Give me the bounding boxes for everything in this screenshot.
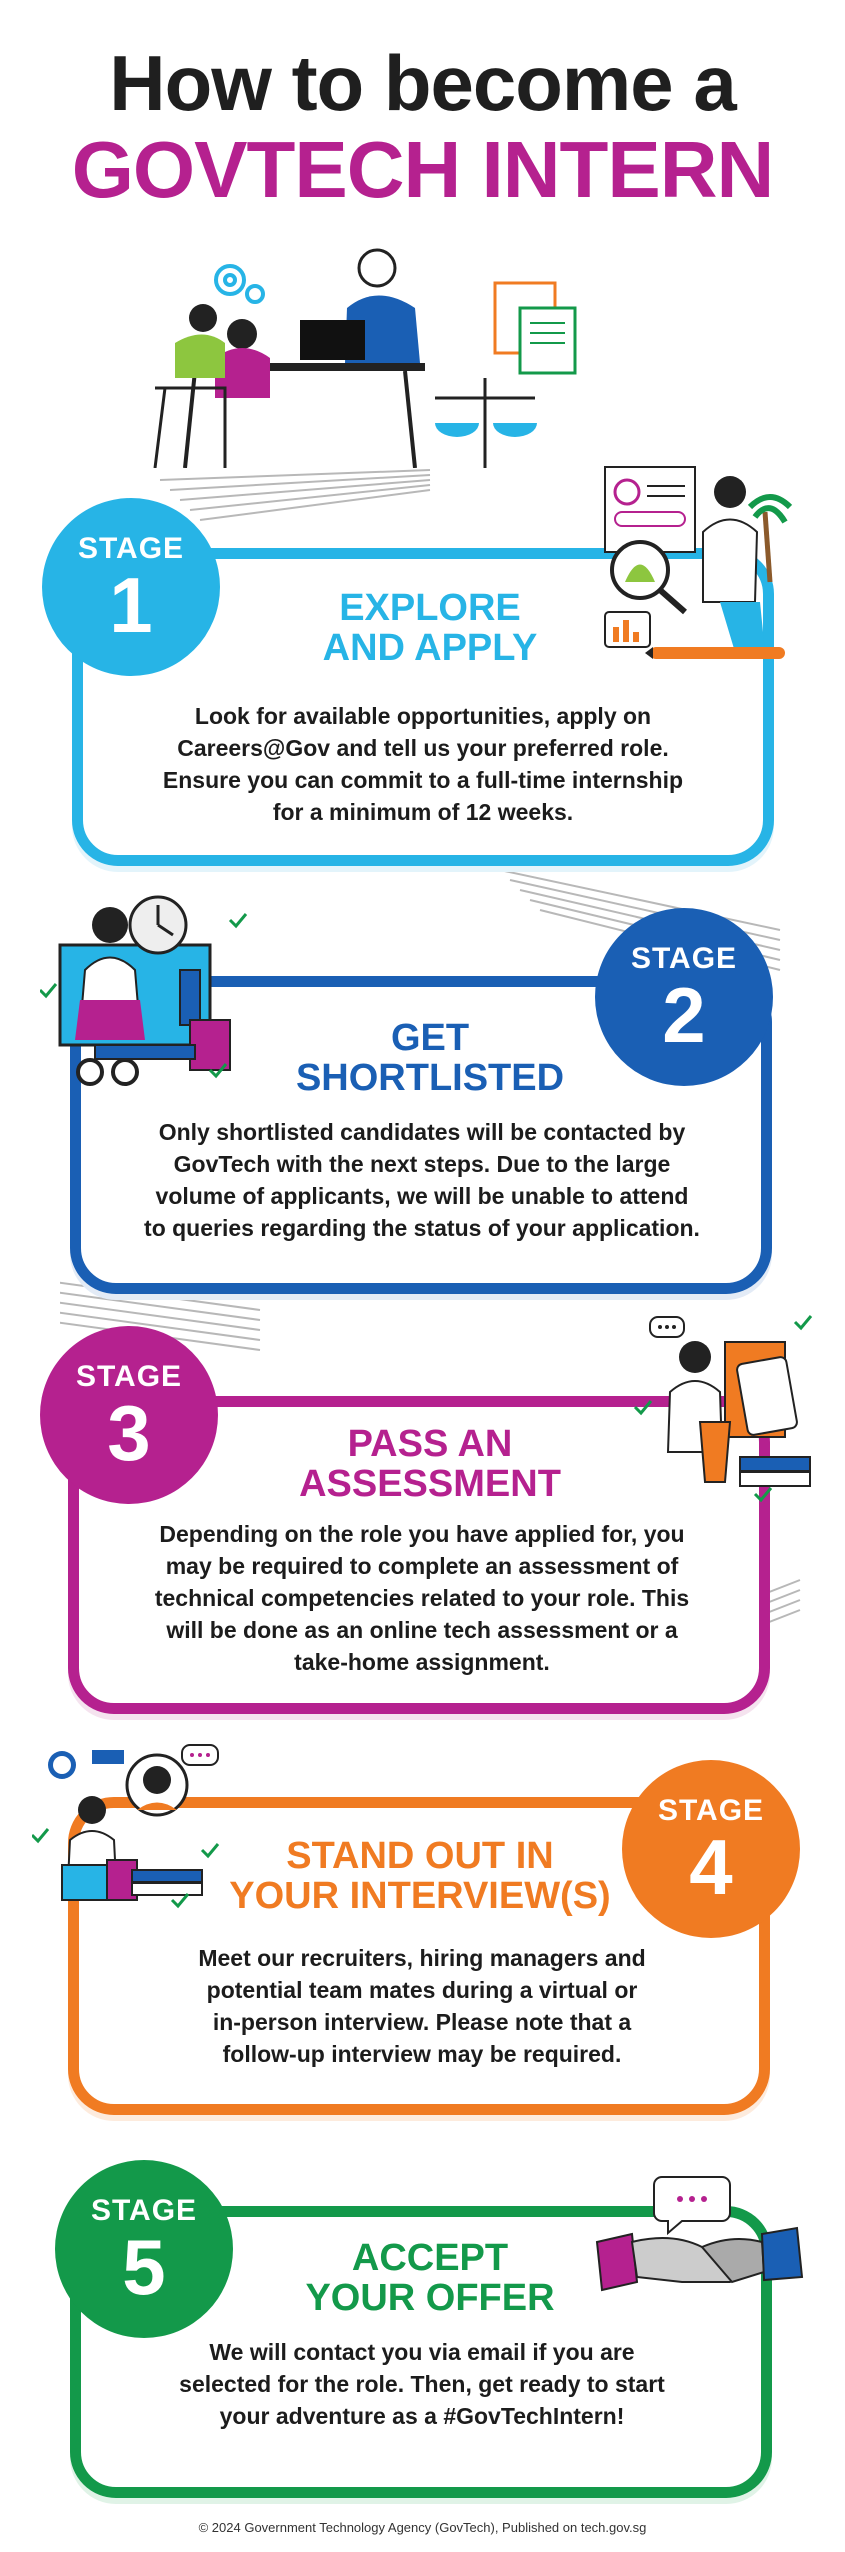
stage-5-title-line2: YOUR OFFER bbox=[305, 2277, 555, 2319]
check-icon bbox=[753, 1487, 773, 1503]
stage-3-title-line2: ASSESSMENT bbox=[299, 1463, 561, 1505]
stage-3-title-line1: PASS AN bbox=[347, 1423, 513, 1465]
stage-2-number: 2 bbox=[662, 971, 706, 1059]
stage-4-body-line2: potential team mates during a virtual or bbox=[206, 1977, 638, 2003]
stage-2-body-line2: GovTech with the next steps. Due to the … bbox=[173, 1151, 671, 1177]
interview-illustration bbox=[32, 1744, 220, 1909]
stage-3-badge: STAGE 3 bbox=[40, 1326, 218, 1504]
stage-1-body-line1: Look for available opportunities, apply … bbox=[194, 703, 652, 729]
stage-4-body-line3: in-person interview. Please note that a bbox=[212, 2009, 632, 2035]
stage-5-number: 5 bbox=[122, 2223, 166, 2311]
stage-1-body-line2: Careers@Gov and tell us your preferred r… bbox=[177, 735, 669, 761]
stage-2-title-line1: GET bbox=[390, 1017, 470, 1059]
stage-2-body-line4: to queries regarding the status of your … bbox=[144, 1215, 700, 1241]
stage-3-body-line4: will be done as an online tech assessmen… bbox=[166, 1617, 678, 1643]
stage-1-title-line2: AND APPLY bbox=[322, 627, 538, 669]
handshake-illustration bbox=[595, 2176, 804, 2292]
stage-2-title-line2: SHORTLISTED bbox=[295, 1057, 565, 1099]
shortlist-illustration bbox=[40, 895, 248, 1086]
stage-3-number: 3 bbox=[107, 1389, 151, 1477]
stage-3-body-line5: take-home assignment. bbox=[294, 1649, 550, 1675]
page-title-line2: GOVTECH INTERN bbox=[71, 125, 775, 214]
stage-3-body-line3: technical competencies related to your r… bbox=[154, 1585, 690, 1611]
speech-bubble-icon bbox=[653, 2176, 731, 2236]
explore-illustration bbox=[604, 466, 793, 659]
stage-2-body-line3: volume of applicants, we will be unable … bbox=[155, 1183, 689, 1209]
copyright-footer: © 2024 Government Technology Agency (Gov… bbox=[198, 2520, 647, 2535]
check-icon bbox=[208, 1063, 228, 1079]
stage-1-number: 1 bbox=[109, 561, 153, 649]
assessment-illustration bbox=[633, 1315, 813, 1503]
stage-3-body-line1: Depending on the role you have applied f… bbox=[159, 1521, 685, 1547]
stage-5-body-line1: We will contact you via email if you are bbox=[209, 2339, 635, 2365]
check-icon bbox=[170, 1893, 190, 1909]
stage-5-body-line2: selected for the role. Then, get ready t… bbox=[179, 2371, 665, 2397]
check-icon bbox=[228, 913, 248, 929]
stage-4-title-line1: STAND OUT IN bbox=[286, 1835, 554, 1877]
stage-1-label: STAGE bbox=[77, 532, 185, 565]
check-icon bbox=[40, 983, 58, 999]
stage-3-body-line2: may be required to complete an assessmen… bbox=[165, 1553, 679, 1579]
stage-2-label: STAGE bbox=[630, 942, 738, 975]
stage-4-badge: STAGE 4 bbox=[622, 1760, 800, 1938]
check-icon bbox=[633, 1400, 653, 1416]
stage-1-body-line3: Ensure you can commit to a full-time int… bbox=[162, 767, 684, 793]
office-team-illustration bbox=[153, 248, 577, 468]
stage-2-badge: STAGE 2 bbox=[595, 908, 773, 1086]
stage-5-title-line1: ACCEPT bbox=[351, 2237, 509, 2279]
check-icon bbox=[200, 1843, 220, 1859]
stage-4-number: 4 bbox=[689, 1823, 733, 1911]
stage-1-title-line1: EXPLORE bbox=[339, 587, 521, 629]
page-title-line1: How to become a bbox=[109, 39, 736, 127]
stage-4-label: STAGE bbox=[657, 1794, 765, 1827]
stage-4-body-line4: follow-up interview may be required. bbox=[222, 2041, 622, 2067]
gear-icon bbox=[214, 264, 265, 304]
check-icon bbox=[32, 1828, 50, 1844]
stage-5-body-line3: your adventure as a #GovTechIntern! bbox=[219, 2403, 625, 2429]
stage-5-badge: STAGE 5 bbox=[55, 2160, 233, 2338]
stage-4-title-line2: YOUR INTERVIEW(S) bbox=[229, 1875, 611, 1917]
stage-2-body-line1: Only shortlisted candidates will be cont… bbox=[158, 1119, 686, 1145]
check-icon bbox=[793, 1315, 813, 1331]
stage-3-label: STAGE bbox=[75, 1360, 183, 1393]
stage-4-body-line1: Meet our recruiters, hiring managers and bbox=[198, 1945, 646, 1971]
stage-1-body-line4: for a minimum of 12 weeks. bbox=[272, 799, 574, 825]
stage-1-badge: STAGE 1 bbox=[42, 498, 220, 676]
stage-5-label: STAGE bbox=[90, 2194, 198, 2227]
